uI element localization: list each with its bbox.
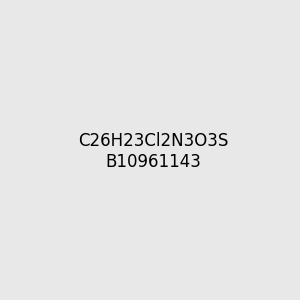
Text: C26H23Cl2N3O3S
B10961143: C26H23Cl2N3O3S B10961143 [79, 132, 229, 171]
